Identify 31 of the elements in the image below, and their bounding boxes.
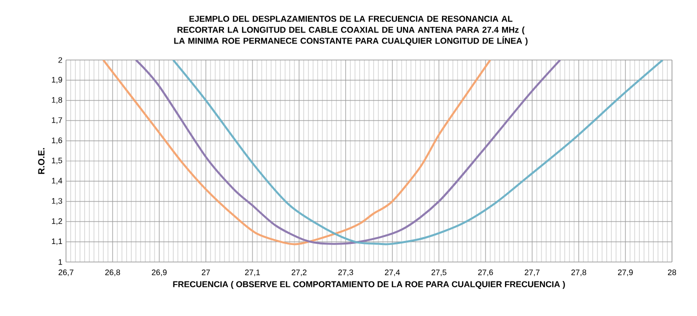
- x-tick-label: 27,1: [245, 270, 260, 276]
- y-tick-label: 1,6: [52, 137, 62, 144]
- x-tick-label: 27,8: [571, 270, 586, 276]
- x-tick-label: 27,9: [618, 270, 633, 276]
- line-series: [134, 60, 562, 245]
- y-tick-label: 1,3: [52, 198, 62, 205]
- x-tick-label: 27,6: [478, 270, 493, 276]
- y-axis-title: R.O.E.: [38, 148, 44, 174]
- x-tick-label: 27,7: [524, 270, 540, 276]
- line-series: [172, 60, 664, 246]
- y-tick-label: 1,8: [52, 97, 62, 104]
- x-tick-label: 27,3: [338, 270, 354, 276]
- y-tick-label: 1,7: [52, 117, 62, 124]
- y-tick-label: 1,4: [52, 178, 62, 184]
- y-tick-label: 1,5: [52, 158, 62, 164]
- x-axis-title: FRECUENCIA ( OBSERVE EL COMPORTAMIENTO DE LA ROE PARA CUALQUIER FRECUENCIA ): [173, 280, 565, 289]
- y-tick-label: 1,1: [52, 238, 62, 246]
- line-series: [102, 60, 492, 246]
- x-tick-label: 26,7: [58, 270, 74, 276]
- x-tick-label: 27,5: [432, 270, 446, 276]
- x-tick-label: 26,9: [152, 270, 167, 276]
- x-tick-label: 26,8: [105, 270, 120, 276]
- y-tick-label: 2: [58, 57, 62, 63]
- x-tick-label: 27,4: [384, 270, 400, 276]
- x-tick-label: 27: [202, 270, 210, 276]
- chart-title: EJEMPLO DEL DESPLAZAMIENTOS DE LA FRECUENCIA DE RESONANCIA AL RECORTAR LA LONGITUD DEL CABLE COAXIAL DE UNA ANTENA PARA 27.4 MHz ( LA MINIMA ROE PERMANECE CONSTANTE PARA CUALQUIER LONGITUD DE LÍNEA ): [174, 16, 528, 46]
- y-tick-label: 1: [58, 259, 62, 265]
- x-tick-label: 27,2: [292, 270, 306, 276]
- y-tick-label: 1,9: [52, 76, 62, 84]
- x-tick-label: 28: [668, 270, 676, 276]
- y-tick-label: 1,2: [52, 218, 62, 225]
